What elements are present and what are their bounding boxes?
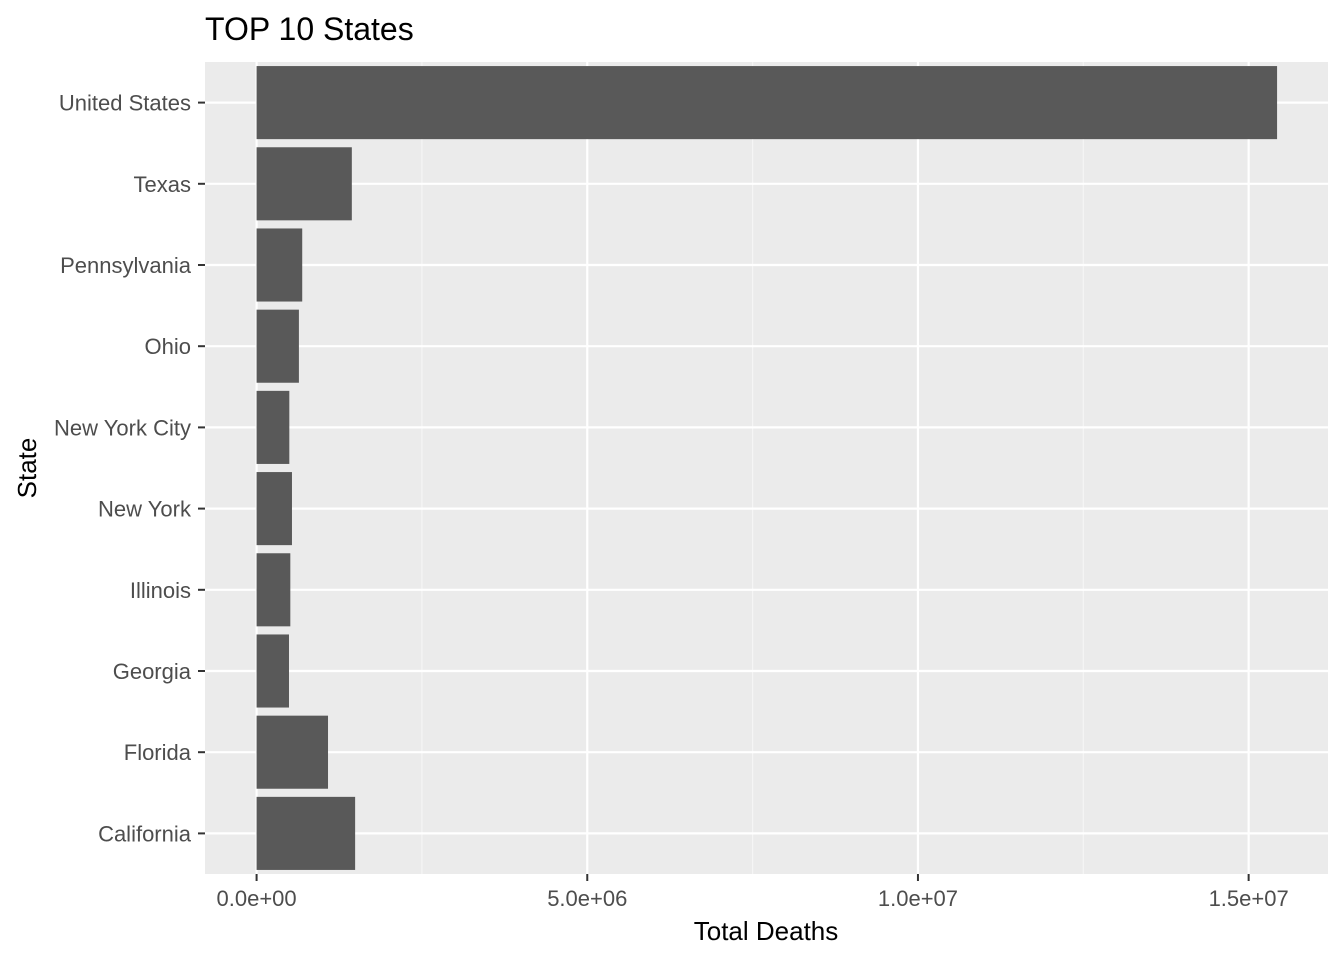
y-tick-label: Georgia — [113, 659, 192, 684]
y-tick-label: Pennsylvania — [60, 253, 192, 278]
y-tick-label: United States — [59, 91, 191, 116]
x-axis-ticks: 0.0e+00 5.0e+06 1.0e+07 1.5e+07 — [217, 874, 1289, 911]
bar-florida — [256, 715, 329, 789]
x-tick-label: 1.5e+07 — [1209, 886, 1289, 911]
y-axis-title: State — [12, 438, 42, 499]
y-tick-label: Florida — [124, 740, 192, 765]
bar-new-york-city — [256, 390, 290, 464]
x-tick-label: 5.0e+06 — [547, 886, 627, 911]
gridlines — [205, 62, 1328, 874]
bar-illinois — [256, 553, 291, 627]
y-tick-label: Ohio — [145, 334, 191, 359]
y-axis-ticks: California Florida Georgia Illinois New York… — [54, 91, 205, 846]
bars — [256, 66, 1278, 870]
x-tick-label: 0.0e+00 — [217, 886, 297, 911]
y-tick-label: New York City — [54, 415, 191, 440]
bar-pennsylvania — [256, 228, 303, 302]
chart-title: TOP 10 States — [205, 11, 414, 47]
bar-ohio — [256, 309, 299, 383]
x-tick-label: 1.0e+07 — [878, 886, 958, 911]
y-tick-label: Texas — [134, 172, 191, 197]
bar-texas — [256, 147, 352, 221]
y-tick-label: Illinois — [130, 578, 191, 603]
bar-california — [256, 796, 356, 870]
x-axis-title: Total Deaths — [694, 916, 839, 946]
y-tick-label: California — [98, 821, 192, 846]
bar-new-york — [256, 472, 292, 546]
plot-panel — [205, 62, 1328, 874]
bar-georgia — [256, 634, 289, 708]
y-tick-label: New York — [98, 497, 192, 522]
bar-united-states — [256, 66, 1278, 140]
